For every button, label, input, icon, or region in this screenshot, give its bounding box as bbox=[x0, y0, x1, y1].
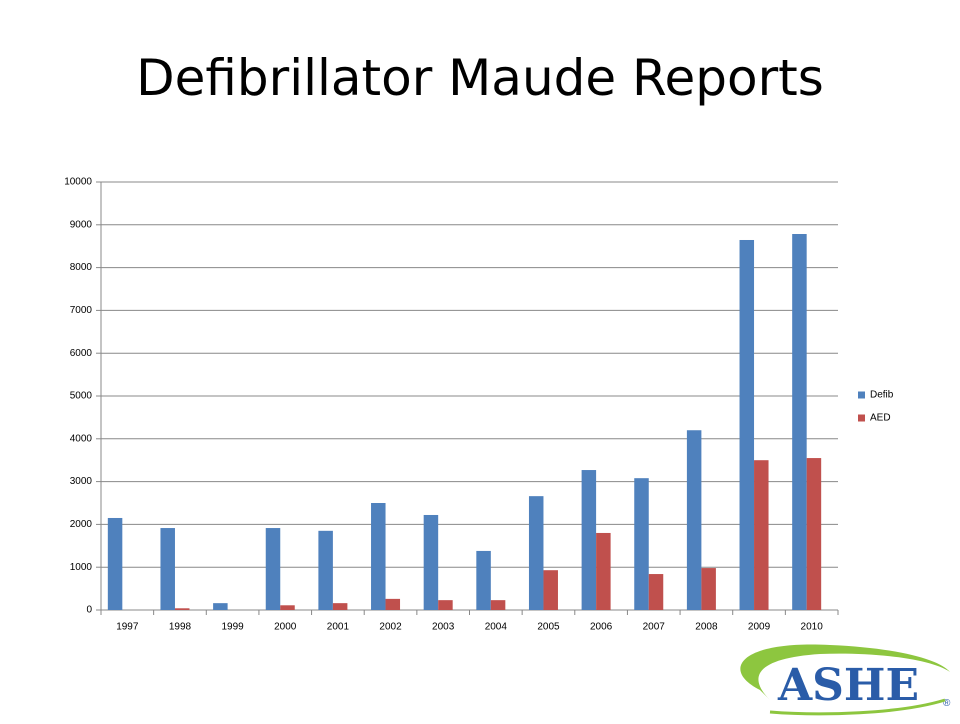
y-tick-label: 3000 bbox=[70, 476, 93, 487]
bar bbox=[476, 550, 491, 610]
legend-label: AED bbox=[870, 413, 891, 424]
bar bbox=[385, 598, 401, 610]
logo-mark: ® bbox=[943, 698, 951, 709]
bar bbox=[490, 600, 506, 610]
bar bbox=[806, 458, 822, 610]
bar bbox=[423, 514, 439, 610]
y-tick-label: 9000 bbox=[70, 219, 93, 230]
x-tick-label: 2006 bbox=[590, 622, 613, 633]
bar bbox=[739, 239, 755, 610]
bar bbox=[280, 605, 295, 610]
bar bbox=[634, 478, 649, 610]
bar bbox=[213, 603, 228, 610]
bar bbox=[107, 517, 123, 610]
bar bbox=[438, 600, 453, 610]
logo-text: ASHE bbox=[777, 660, 919, 711]
y-tick-label: 5000 bbox=[70, 391, 93, 402]
legend-swatch bbox=[858, 414, 865, 422]
logo-underline bbox=[769, 698, 946, 716]
bar bbox=[160, 528, 175, 610]
y-tick-label: 1000 bbox=[70, 562, 93, 573]
y-tick-label: 0 bbox=[86, 605, 92, 616]
x-tick-label: 2010 bbox=[801, 622, 824, 633]
x-tick-label: 2001 bbox=[327, 622, 350, 633]
bar bbox=[371, 503, 386, 610]
x-tick-label: 2003 bbox=[432, 622, 455, 633]
bar bbox=[332, 603, 348, 610]
bar bbox=[528, 496, 544, 610]
y-tick-label: 10000 bbox=[64, 177, 92, 188]
x-tick-label: 1999 bbox=[221, 622, 244, 633]
bar bbox=[174, 608, 190, 610]
x-tick-label: 2000 bbox=[274, 622, 297, 633]
bar bbox=[648, 574, 664, 610]
x-tick-label: 2009 bbox=[748, 622, 771, 633]
bar bbox=[581, 470, 597, 610]
x-tick-label: 2008 bbox=[695, 622, 718, 633]
bar bbox=[265, 528, 281, 610]
y-tick-label: 6000 bbox=[70, 348, 93, 359]
bar bbox=[701, 568, 716, 610]
y-tick-label: 8000 bbox=[70, 262, 93, 273]
y-tick-label: 4000 bbox=[70, 433, 93, 444]
x-tick-label: 2004 bbox=[485, 622, 508, 633]
bar bbox=[792, 234, 807, 610]
logo: ASHE ® bbox=[740, 644, 951, 716]
legend-swatch bbox=[858, 391, 865, 399]
x-tick-label: 1997 bbox=[116, 622, 139, 633]
legend-label: Defib bbox=[870, 390, 894, 401]
x-tick-label: 2002 bbox=[379, 622, 402, 633]
bar bbox=[318, 530, 333, 610]
chart-title: Defibrillator Maude Reports bbox=[136, 49, 824, 107]
y-tick-label: 7000 bbox=[70, 305, 93, 316]
x-tick-label: 2007 bbox=[643, 622, 666, 633]
x-tick-label: 1998 bbox=[169, 622, 192, 633]
y-tick-label: 2000 bbox=[70, 519, 93, 530]
x-tick-label: 2005 bbox=[537, 622, 560, 633]
bar bbox=[754, 460, 769, 610]
bar bbox=[596, 532, 611, 610]
bar bbox=[686, 430, 702, 610]
bar bbox=[543, 570, 558, 610]
